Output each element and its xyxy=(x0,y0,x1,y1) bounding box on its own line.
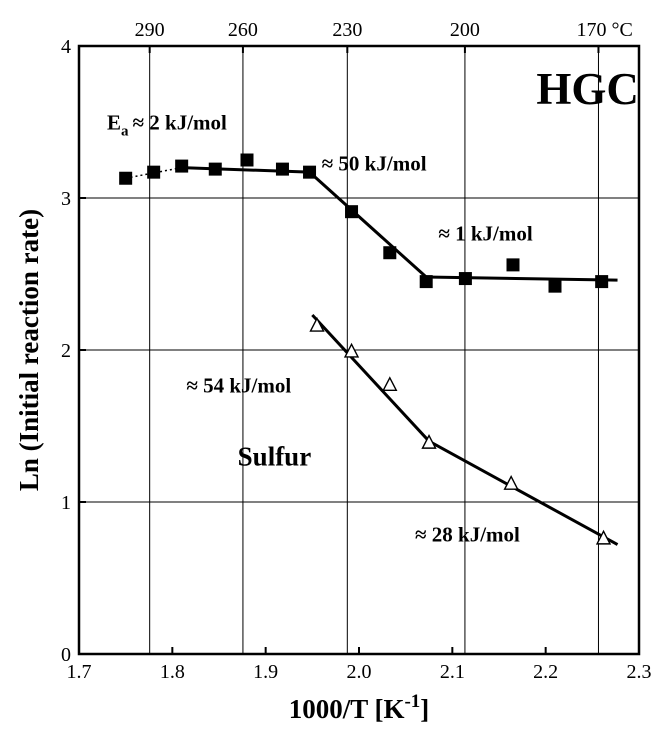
y-tick-label: 4 xyxy=(61,36,71,58)
fit-line-hgc xyxy=(308,171,428,279)
fit-lines xyxy=(125,166,619,546)
sulfur-data-point xyxy=(382,376,398,392)
annotation-rest: ≈ 2 kJ/mol xyxy=(133,111,228,135)
top-tick-label: 290 xyxy=(135,19,165,41)
annotation-main: E xyxy=(107,111,121,135)
sulfur-data-point xyxy=(309,316,325,332)
grid-lines xyxy=(78,45,640,655)
y-axis-label: Ln (Initial reaction rate) xyxy=(14,209,44,491)
fit-line-hgc xyxy=(426,275,618,282)
hgc-data-point xyxy=(147,165,161,179)
annotation-ea-high: ≈ 1 kJ/mol xyxy=(438,222,533,246)
x-axis-label: 1000/T [K-1] xyxy=(289,691,430,724)
hgc-data-point xyxy=(208,162,222,176)
x-tick-label: 2.3 xyxy=(627,661,652,683)
x-tick-label: 2.0 xyxy=(347,661,372,683)
annotation-sulfur-label: Sulfur xyxy=(238,442,312,472)
fit-line-hgc xyxy=(181,166,310,174)
hgc-data-point xyxy=(506,258,520,272)
sulfur-data-point xyxy=(343,342,360,358)
x-tick-label: 1.7 xyxy=(67,661,92,683)
x-axis-label-end: ] xyxy=(420,694,429,724)
y-tick-label: 1 xyxy=(61,492,71,514)
top-tick-label: 260 xyxy=(228,19,258,41)
hgc-data-point xyxy=(419,275,433,289)
fit-line-sulfur xyxy=(311,314,431,443)
hgc-data-point xyxy=(303,165,317,179)
x-tick-label: 1.9 xyxy=(253,661,278,683)
top-tick-label: 200 xyxy=(450,19,480,41)
hgc-data-point xyxy=(345,205,359,219)
y-tick-label: 2 xyxy=(61,340,71,362)
x-axis-label-main: 1000/T [K xyxy=(289,694,405,724)
annotations: HGC Ea ≈ 2 kJ/mol ≈ 50 kJ/mol ≈ 1 kJ/mol ≈ 54… xyxy=(107,64,639,547)
annotation-ea-mid: ≈ 50 kJ/mol xyxy=(322,152,427,176)
x-tick-label: 2.2 xyxy=(533,661,558,683)
sulfur-data-point xyxy=(503,475,519,490)
annotation-ea-s2: ≈ 28 kJ/mol xyxy=(415,523,520,547)
fit-line-sulfur xyxy=(428,439,619,546)
tick-labels: 0 1 2 3 4 1.7 1.8 1.9 2.0 2.1 2.2 2.3 290 260 230 200 17… xyxy=(61,19,652,683)
annotation-ea-s1: ≈ 54 kJ/mol xyxy=(186,374,291,398)
hgc-data-point xyxy=(383,246,397,260)
annotation-subscript: a xyxy=(121,124,129,140)
hgc-data-point xyxy=(548,279,562,293)
x-tick-label: 2.1 xyxy=(440,661,465,683)
hgc-data-point xyxy=(175,159,189,173)
x-tick-label: 1.8 xyxy=(160,661,185,683)
hgc-data-point xyxy=(275,162,289,176)
sulfur-data-point xyxy=(421,433,437,449)
hgc-data-point xyxy=(240,153,254,167)
hgc-data-point xyxy=(595,275,609,289)
annotation-hgc-label: HGC xyxy=(536,64,639,114)
y-tick-label: 3 xyxy=(61,188,71,210)
top-tick-label: 230 xyxy=(332,19,362,41)
x-axis-label-sup: -1 xyxy=(404,691,420,712)
plot-frame xyxy=(77,44,641,656)
hgc-data-point xyxy=(458,272,472,286)
y-tick-label: 0 xyxy=(61,644,71,666)
sulfur-data-point xyxy=(595,529,612,545)
annotation-ea-low: Ea ≈ 2 kJ/mol xyxy=(107,111,227,140)
hgc-data-point xyxy=(119,171,133,185)
top-tick-label: 170 °C xyxy=(576,19,632,41)
data-points xyxy=(119,153,612,545)
